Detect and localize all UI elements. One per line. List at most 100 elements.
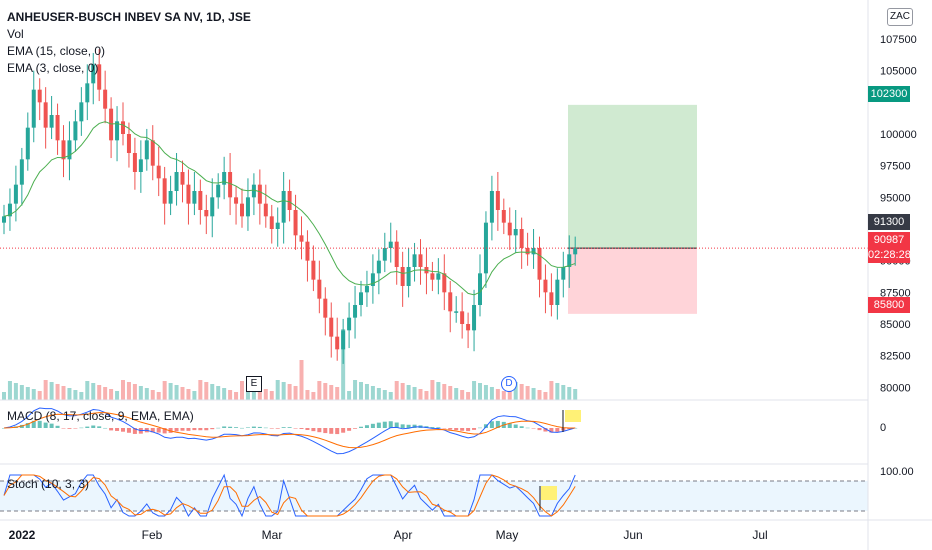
candle-body (329, 317, 334, 337)
volume-bar (519, 384, 524, 400)
macd-histogram-bar (49, 423, 54, 428)
macd-histogram-bar (489, 421, 494, 428)
macd-histogram-bar (269, 428, 274, 429)
volume-bar (525, 386, 530, 400)
macd-histogram-bar (549, 428, 554, 433)
candles (2, 49, 578, 364)
macd-histogram-bar (79, 427, 84, 429)
volume-bar (335, 387, 340, 400)
macd-histogram-bar (406, 424, 411, 428)
macd-histogram-bar (25, 423, 30, 428)
volume-bar (448, 386, 453, 400)
macd-histogram-bar (359, 426, 363, 428)
volume-bar (394, 381, 399, 400)
macd-histogram-bar (192, 428, 197, 431)
bar-countdown: 02:28:28 (868, 248, 911, 263)
macd-histogram-bar (394, 422, 399, 428)
time-tick-label: Feb (142, 528, 163, 542)
currency-button[interactable]: ZAC (887, 8, 913, 26)
legend-ema-15[interactable]: EMA (15, close, 0) (7, 44, 106, 58)
candle-body (204, 210, 209, 217)
candle-body (138, 159, 143, 172)
candle-body (150, 140, 155, 166)
candle-body (180, 172, 185, 185)
volume-bar (55, 384, 60, 400)
volume-bar (501, 391, 506, 400)
candle-body (186, 184, 191, 204)
macd-histogram-bar (275, 428, 280, 429)
volume-bars (2, 329, 578, 400)
macd-histogram-bar (109, 428, 114, 431)
earnings-marker[interactable]: E (246, 376, 262, 392)
volume-bar (466, 392, 471, 400)
volume-bar (454, 388, 459, 400)
volume-bar (186, 389, 191, 400)
candle-body (341, 330, 346, 350)
volume-bar (234, 392, 239, 400)
candle-body (400, 267, 405, 286)
target-price-tag: 102300 (868, 86, 910, 102)
macd-histogram-bar (329, 428, 334, 434)
candle-body (412, 254, 417, 267)
candle-body (460, 311, 465, 324)
volume-bar (353, 380, 358, 400)
macd-histogram-bar (466, 428, 471, 432)
volume-bar (174, 385, 179, 400)
legend-ema-3[interactable]: EMA (3, close, 0) (7, 61, 99, 75)
volume-bar (370, 386, 375, 400)
macd-histogram-bar (436, 427, 441, 428)
candle-body (382, 248, 387, 261)
volume-bar (61, 386, 66, 400)
stoch-label[interactable]: Stoch (10, 3, 3) (7, 477, 90, 491)
candle-body (293, 210, 298, 236)
macd-histogram-bar (311, 428, 316, 432)
candle-body (364, 286, 369, 293)
volume-bar (126, 382, 131, 400)
macd-histogram-bar (234, 427, 239, 428)
candle-body (7, 203, 12, 217)
candle-body (210, 197, 215, 217)
candle-body (507, 222, 512, 236)
candle-body (525, 248, 530, 255)
macd-histogram-bar (454, 428, 459, 431)
stoch-pane (0, 473, 868, 518)
volume-bar (168, 383, 173, 400)
macd-histogram-bar (507, 423, 512, 428)
volume-bar (555, 383, 560, 400)
volume-bar (222, 388, 227, 400)
macd-histogram-bar (442, 428, 447, 429)
macd-histogram-bar (525, 427, 530, 429)
time-tick-label: Jun (623, 528, 642, 542)
candle-body (31, 89, 36, 128)
candle-body (144, 140, 149, 160)
candle-body (454, 311, 459, 313)
macd-histogram-bar (293, 428, 298, 429)
volume-bar (412, 387, 417, 400)
macd-histogram-bar (132, 428, 137, 434)
volume-bar (489, 387, 494, 400)
candle-body (561, 267, 566, 280)
candle-body (501, 210, 506, 223)
volume-bar (269, 391, 274, 400)
candle-body (335, 336, 340, 350)
candle-body (19, 159, 24, 185)
target-zone (568, 104, 697, 249)
macd-histogram-bar (97, 426, 102, 428)
stoch-highlight (541, 486, 557, 500)
candle-body (323, 298, 328, 318)
legend-vol[interactable]: Vol (7, 27, 24, 41)
stoch-k-line (3, 473, 576, 518)
macd-histogram-bar (460, 428, 465, 431)
candle-body (156, 165, 161, 179)
macd-histogram-bar (228, 426, 233, 428)
volume-bar (329, 385, 334, 400)
dividend-marker[interactable]: D (501, 376, 517, 392)
volume-bar (180, 387, 185, 400)
price-tick-label: 82500 (880, 351, 911, 363)
candle-body (25, 127, 30, 160)
candle-body (549, 292, 554, 305)
volume-bar (251, 385, 256, 400)
macd-label[interactable]: MACD (8, 17, close, 9, EMA, EMA) (7, 409, 194, 423)
